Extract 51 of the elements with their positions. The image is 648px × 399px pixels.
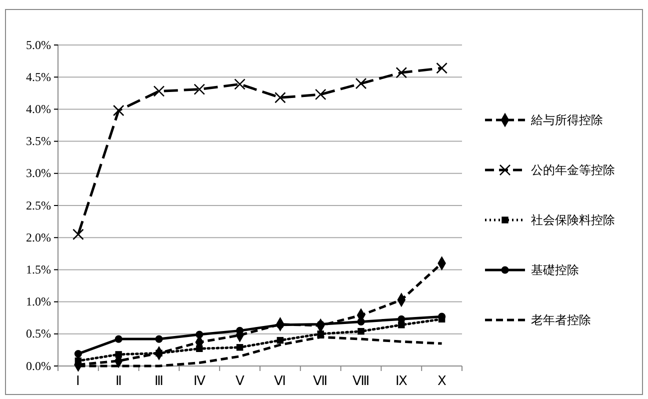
x-tick-label: Ⅷ — [352, 373, 370, 388]
point — [276, 321, 284, 329]
point — [436, 62, 448, 74]
x-tick-label: Ⅶ — [313, 373, 328, 388]
y-tick-label: 4.0% — [26, 102, 51, 116]
point — [114, 335, 122, 343]
x-tick-label: Ⅹ — [437, 373, 446, 388]
x-tick-label: Ⅲ — [154, 373, 164, 388]
point — [112, 104, 124, 116]
point — [396, 66, 408, 78]
point — [236, 326, 244, 334]
point — [115, 351, 122, 358]
point — [236, 344, 244, 351]
point — [358, 328, 364, 335]
y-tick-label: 3.5% — [26, 134, 51, 148]
point — [234, 78, 246, 90]
legend-label: 給与所得控除 — [530, 113, 603, 127]
y-tick-label: 1.0% — [26, 294, 51, 309]
y-tick-label: 2.5% — [26, 198, 51, 212]
y-tick-label: 0.5% — [26, 326, 51, 341]
point — [274, 92, 286, 104]
x-tick-label: Ⅳ — [193, 373, 206, 388]
legend-label: 公的年金等控除 — [531, 163, 615, 177]
legend-label: 老年者控除 — [531, 313, 591, 327]
point — [355, 78, 367, 90]
x-tick-label: Ⅰ — [76, 373, 80, 388]
point — [194, 84, 206, 95]
point — [398, 315, 406, 323]
x-tick-label: Ⅱ — [116, 373, 122, 388]
y-tick-label: 0.0% — [26, 358, 51, 373]
point — [72, 228, 84, 240]
point — [196, 330, 204, 338]
point — [155, 335, 163, 343]
point — [74, 350, 82, 358]
y-tick-label: 1.5% — [26, 262, 51, 277]
y-tick-label: 5.0% — [26, 38, 51, 52]
point — [276, 336, 284, 344]
legend-label: 社会保険料控除 — [531, 213, 615, 227]
point — [74, 358, 82, 364]
point — [357, 318, 365, 326]
y-tick-label: 2.0% — [26, 230, 51, 244]
point — [314, 88, 326, 100]
legend-label: 基礎控除 — [531, 263, 579, 277]
x-tick-label: Ⅴ — [235, 373, 244, 388]
y-tick-label: 4.5% — [26, 70, 51, 84]
point — [153, 86, 165, 97]
x-tick-label: Ⅸ — [395, 373, 408, 388]
point — [196, 345, 203, 352]
y-tick-label: 3.0% — [26, 166, 51, 180]
x-tick-label: Ⅵ — [274, 373, 286, 388]
point — [156, 350, 162, 357]
